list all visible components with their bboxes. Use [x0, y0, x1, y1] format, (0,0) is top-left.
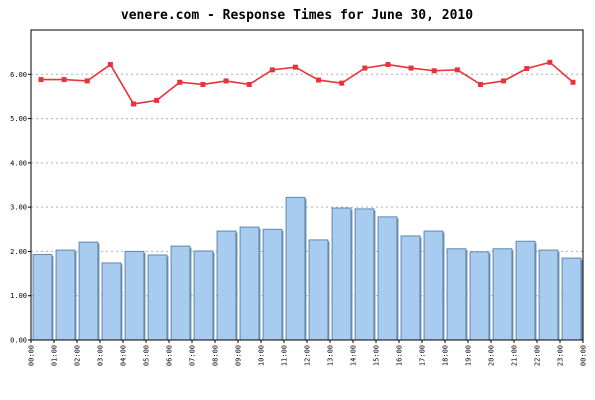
line-point	[84, 78, 90, 84]
bar	[216, 230, 237, 341]
y-tick-label: 5.00	[10, 115, 27, 123]
x-tick-label: 14:00	[350, 345, 358, 366]
x-tick-label: 02:00	[74, 345, 82, 366]
x-tick-label: 01:00	[51, 345, 59, 366]
bar	[147, 254, 168, 341]
x-tick-label: 06:00	[166, 345, 174, 366]
x-tick-label: 22:00	[534, 345, 542, 366]
x-tick-label: 05:00	[143, 345, 151, 366]
line-point	[316, 77, 322, 83]
bar	[331, 207, 352, 341]
line-point	[454, 67, 460, 73]
y-axis-ticks: 0.00 1.00 2.00 3.00 4.00 5.00 6.00	[10, 71, 31, 345]
x-tick-label: 08:00	[212, 345, 220, 366]
y-tick-label: 0.00	[10, 337, 27, 345]
x-tick-label: 00:00	[28, 345, 36, 366]
line-series	[38, 59, 576, 107]
x-tick-label: 17:00	[419, 345, 427, 366]
line-point	[362, 65, 368, 71]
bar	[55, 249, 76, 341]
bar	[285, 196, 306, 341]
line-point	[385, 62, 391, 68]
bar	[377, 216, 398, 341]
line-point	[524, 66, 530, 72]
bar	[308, 239, 329, 341]
x-tick-label: 23:00	[557, 345, 565, 366]
line-point	[269, 67, 275, 73]
x-tick-label: 07:00	[189, 345, 197, 366]
x-tick-label: 11:00	[281, 345, 289, 366]
x-tick-label: 19:00	[465, 345, 473, 366]
line-point	[292, 64, 298, 70]
bar	[193, 250, 214, 341]
y-tick-label: 6.00	[10, 71, 27, 79]
x-tick-label: 00:00	[580, 345, 588, 366]
y-tick-label: 1.00	[10, 292, 27, 300]
bar	[446, 248, 467, 341]
line-path	[41, 61, 574, 105]
bar	[239, 226, 260, 341]
line-point	[107, 62, 113, 68]
line-point	[431, 68, 437, 74]
bar	[32, 254, 53, 341]
x-tick-label: 03:00	[97, 345, 105, 366]
line-point	[131, 101, 137, 107]
y-tick-label: 4.00	[10, 159, 27, 167]
x-tick-label: 09:00	[235, 345, 243, 366]
y-tick-label: 2.00	[10, 248, 27, 256]
bar	[469, 251, 490, 341]
line-point	[61, 77, 67, 83]
line-point	[408, 65, 414, 71]
bar	[124, 250, 145, 341]
x-tick-label: 04:00	[120, 345, 128, 366]
bar	[538, 249, 559, 341]
bar	[101, 262, 122, 341]
line-point	[246, 81, 252, 87]
line-point	[154, 97, 160, 103]
chart-title: venere.com - Response Times for June 30,…	[121, 8, 473, 23]
line-point	[547, 59, 553, 65]
bar-series	[32, 196, 583, 341]
x-tick-label: 18:00	[442, 345, 450, 366]
line-point	[501, 78, 507, 84]
bar	[170, 245, 191, 341]
bar	[400, 235, 421, 341]
x-axis-ticks: 00:00 01:00 02:00 03:00 04:00 05:00 06:00 07:00…	[28, 340, 588, 366]
bar	[561, 257, 582, 341]
line-point	[477, 81, 483, 87]
y-tick-label: 3.00	[10, 204, 27, 212]
bar	[515, 240, 536, 341]
bar	[354, 208, 375, 341]
line-point	[339, 80, 345, 86]
x-tick-label: 10:00	[258, 345, 266, 366]
x-tick-label: 16:00	[396, 345, 404, 366]
x-tick-label: 13:00	[327, 345, 335, 366]
x-tick-label: 15:00	[373, 345, 381, 366]
x-tick-label: 21:00	[511, 345, 519, 366]
line-point	[570, 79, 576, 85]
bar	[262, 228, 283, 341]
bar	[423, 230, 444, 341]
bar	[492, 248, 513, 341]
bar	[78, 241, 99, 341]
line-point	[177, 79, 183, 85]
line-point	[200, 81, 206, 87]
x-tick-label: 12:00	[304, 345, 312, 366]
line-point	[38, 77, 44, 83]
x-tick-label: 20:00	[488, 345, 496, 366]
line-point	[223, 78, 229, 84]
